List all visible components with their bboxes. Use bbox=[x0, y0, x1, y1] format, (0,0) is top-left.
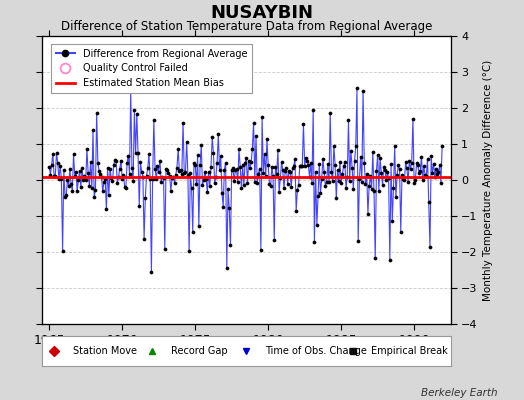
Legend: Difference from Regional Average, Quality Control Failed, Estimated Station Mean: Difference from Regional Average, Qualit… bbox=[51, 44, 253, 93]
Y-axis label: Monthly Temperature Anomaly Difference (°C): Monthly Temperature Anomaly Difference (… bbox=[483, 59, 493, 301]
Text: Berkeley Earth: Berkeley Earth bbox=[421, 388, 498, 398]
Text: Station Move: Station Move bbox=[72, 346, 137, 356]
Text: Record Gap: Record Gap bbox=[171, 346, 227, 356]
Text: NUSAYBIN: NUSAYBIN bbox=[211, 4, 313, 22]
Text: Empirical Break: Empirical Break bbox=[371, 346, 447, 356]
Title: Difference of Station Temperature Data from Regional Average: Difference of Station Temperature Data f… bbox=[61, 20, 432, 34]
Text: Time of Obs. Change: Time of Obs. Change bbox=[265, 346, 367, 356]
